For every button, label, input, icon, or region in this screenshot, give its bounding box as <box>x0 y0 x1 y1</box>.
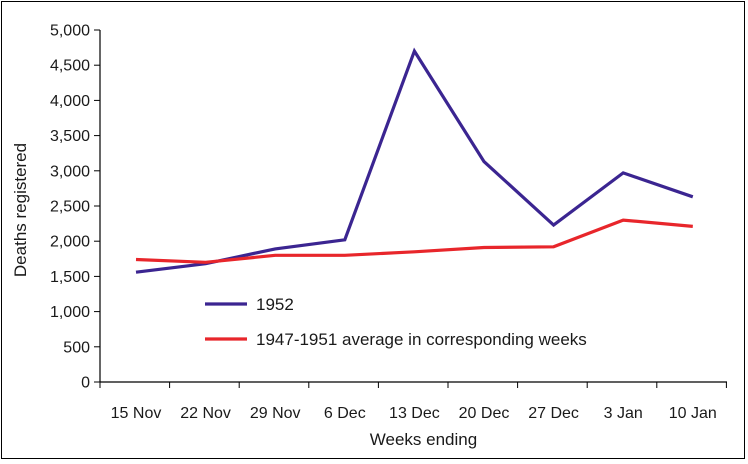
x-axis-label: Weeks ending <box>370 430 477 449</box>
series-line-1 <box>135 47 694 274</box>
y-tick-label: 5,000 <box>50 23 90 40</box>
x-ticks: 15 Nov 22 Nov 29 Nov 6 Dec 13 Dec 20 Dec 27 De… <box>99 382 727 422</box>
y-tick-label: 0 <box>81 375 90 392</box>
x-tick-label: 22 Nov <box>180 405 231 422</box>
x-tick-label: 10 Jan <box>669 405 717 422</box>
legend-label-2: 1947-1951 average in corresponding weeks <box>256 330 587 349</box>
y-tick-label: 1,500 <box>50 269 90 286</box>
series-lines <box>135 47 694 274</box>
x-tick-label: 13 Dec <box>389 405 440 422</box>
y-tick-label: 3,000 <box>50 163 90 180</box>
x-tick-label: 29 Nov <box>250 405 301 422</box>
y-tick-label: 2,500 <box>50 199 90 216</box>
x-tick-label: 3 Jan <box>604 405 643 422</box>
x-tick-label: 15 Nov <box>111 405 162 422</box>
series-line-2 <box>135 218 693 264</box>
y-tick-label: 4,000 <box>50 93 90 110</box>
y-tick-label: 2,000 <box>50 234 90 251</box>
y-tick-label: 3,500 <box>50 128 90 145</box>
x-tick-label: 20 Dec <box>459 405 510 422</box>
y-tick-label: 1,000 <box>50 304 90 321</box>
y-tick-label: 500 <box>63 339 90 356</box>
y-ticks: 0 500 1,000 1,500 2,000 2,500 3,000 3,500 4,000 4… <box>50 23 100 392</box>
x-tick-label: 27 Dec <box>528 405 579 422</box>
x-tick-label: 6 Dec <box>324 405 366 422</box>
legend: 1952 1947-1951 average in corresponding w… <box>205 295 587 349</box>
y-axis-label: Deaths registered <box>11 143 30 277</box>
y-tick-label: 4,500 <box>50 58 90 75</box>
legend-label-1: 1952 <box>256 295 294 314</box>
